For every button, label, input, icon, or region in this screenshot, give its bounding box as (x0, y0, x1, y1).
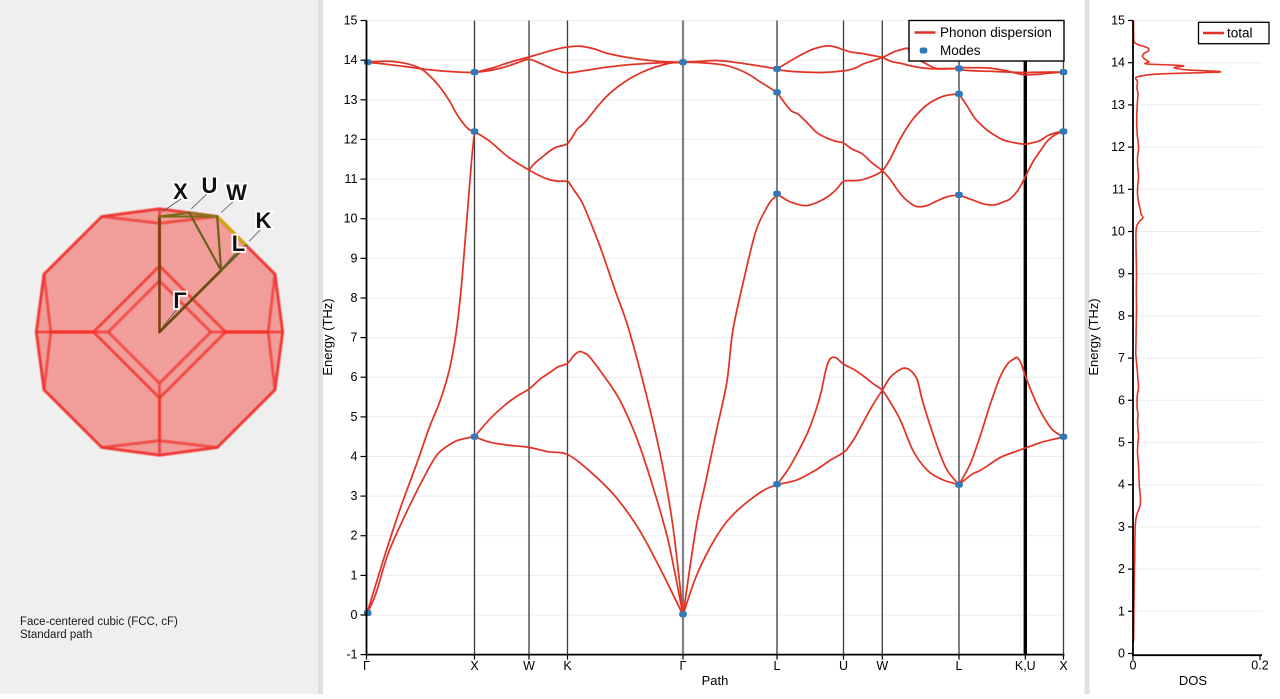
svg-text:2: 2 (1118, 562, 1125, 576)
svg-text:7: 7 (351, 331, 358, 345)
svg-text:X: X (173, 179, 188, 204)
svg-text:1: 1 (1118, 604, 1125, 618)
svg-text:10: 10 (344, 212, 358, 226)
svg-text:14: 14 (344, 53, 358, 67)
svg-text:11: 11 (345, 172, 358, 186)
svg-text:W: W (876, 659, 888, 673)
svg-text:K,U: K,U (1015, 659, 1036, 673)
svg-text:2: 2 (351, 529, 358, 543)
svg-text:9: 9 (351, 251, 358, 265)
svg-text:0: 0 (1130, 658, 1137, 672)
svg-text:6: 6 (1118, 393, 1125, 407)
svg-text:Path: Path (702, 673, 729, 688)
svg-text:U: U (839, 659, 848, 673)
svg-text:1: 1 (351, 568, 358, 582)
svg-text:total: total (1227, 26, 1253, 41)
svg-text:9: 9 (1118, 267, 1125, 281)
svg-text:5: 5 (351, 410, 358, 424)
svg-text:13: 13 (344, 93, 358, 107)
svg-text:W: W (523, 659, 535, 673)
svg-text:X: X (1059, 659, 1068, 673)
svg-text:10: 10 (1111, 225, 1125, 239)
svg-text:Energy (THz): Energy (THz) (1086, 298, 1101, 375)
svg-text:3: 3 (1118, 520, 1125, 534)
svg-text:14: 14 (1111, 56, 1125, 70)
svg-text:3: 3 (351, 489, 358, 503)
svg-text:Energy (THz): Energy (THz) (320, 298, 335, 375)
svg-text:Γ: Γ (173, 288, 186, 313)
svg-text:13: 13 (1111, 98, 1125, 112)
svg-text:X: X (470, 659, 479, 673)
svg-text:0: 0 (1118, 647, 1125, 661)
svg-text:L: L (774, 659, 781, 673)
svg-text:12: 12 (1111, 140, 1125, 154)
svg-text:6: 6 (351, 370, 358, 384)
svg-text:0: 0 (351, 608, 358, 622)
svg-text:Γ: Γ (680, 659, 687, 673)
svg-text:-1: -1 (346, 648, 357, 662)
svg-text:L: L (956, 659, 963, 673)
svg-text:7: 7 (1118, 351, 1125, 365)
svg-text:Phonon dispersion: Phonon dispersion (940, 25, 1052, 40)
svg-text:8: 8 (1118, 309, 1125, 323)
svg-text:Face-centered cubic (FCC, cF): Face-centered cubic (FCC, cF) (20, 616, 178, 628)
svg-text:12: 12 (344, 132, 358, 146)
svg-text:L: L (232, 231, 245, 256)
svg-text:DOS: DOS (1179, 673, 1208, 688)
svg-text:Standard path: Standard path (20, 629, 92, 641)
svg-text:Γ: Γ (363, 659, 370, 673)
svg-text:5: 5 (1118, 436, 1125, 450)
svg-text:8: 8 (351, 291, 358, 305)
svg-text:0.2: 0.2 (1251, 658, 1268, 672)
svg-text:U: U (202, 173, 218, 198)
svg-text:15: 15 (344, 14, 358, 28)
svg-text:W: W (226, 180, 247, 205)
svg-text:15: 15 (1111, 14, 1125, 28)
svg-text:K: K (256, 208, 272, 233)
svg-text:11: 11 (1112, 182, 1125, 196)
svg-text:K: K (563, 659, 572, 673)
svg-text:Modes: Modes (940, 43, 981, 58)
svg-text:4: 4 (1118, 478, 1125, 492)
svg-text:4: 4 (351, 450, 358, 464)
